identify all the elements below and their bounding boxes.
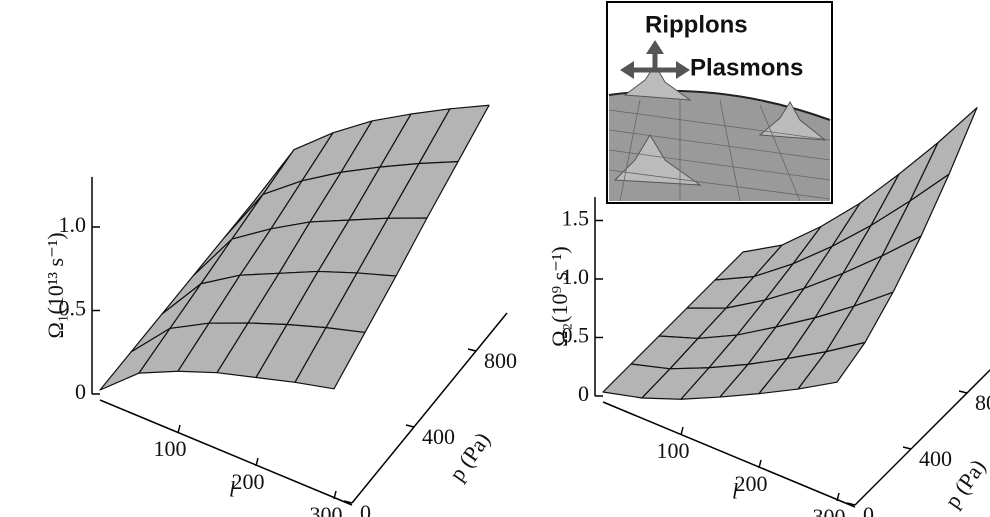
inset-label: Ripplons	[645, 11, 748, 38]
y-tick-label: 0	[360, 500, 371, 517]
inset-arrow	[646, 40, 664, 54]
x-tick	[680, 426, 684, 436]
x-tick-label: 200	[232, 469, 265, 494]
inset-peak	[758, 101, 827, 141]
inset: Ripplons Plasmons	[606, 1, 833, 204]
x-axis	[99, 399, 353, 506]
z-tick-label: 0	[578, 381, 589, 406]
surface-cell	[797, 341, 866, 390]
y-tick-label: 0	[863, 502, 874, 517]
z-tick-label: 0	[75, 379, 86, 404]
x-tick	[758, 459, 762, 469]
y-tick-label: 400	[422, 424, 455, 449]
inset-peak	[623, 64, 692, 101]
z-tick-label: 1.0	[562, 264, 590, 289]
y-tick	[467, 348, 477, 352]
z-tick-label: 1.5	[562, 206, 590, 231]
inset-label: Plasmons	[690, 54, 803, 81]
z-axis-label: Ω₂(10⁹ s⁻¹)	[547, 246, 572, 347]
y-tick-label: 400	[919, 446, 952, 471]
z-tick-label: 0.5	[59, 296, 87, 321]
x-tick-label: 200	[735, 471, 768, 496]
x-tick-label: 300	[310, 502, 343, 517]
inset-mesh	[608, 99, 831, 202]
x-tick	[836, 492, 840, 502]
y-tick	[405, 424, 415, 428]
y-tick	[902, 446, 912, 450]
z-axis-label: Ω₁(10¹³ s⁻¹)	[43, 232, 68, 338]
inset-peak	[613, 134, 702, 186]
y-axis	[351, 312, 508, 504]
x-tick-label: 100	[657, 438, 690, 463]
x-tick	[333, 490, 337, 500]
y-tick-label: 800	[484, 348, 517, 373]
x-tick-label: 100	[154, 436, 187, 461]
y-axis	[854, 368, 990, 506]
y-tick	[846, 502, 856, 506]
surface-cell	[294, 327, 366, 390]
x-axis	[602, 401, 856, 508]
z-tick-label: 1.0	[59, 212, 87, 237]
y-tick-label: 800	[975, 390, 990, 415]
y-tick	[343, 500, 353, 504]
x-axis-label: l	[732, 479, 738, 504]
x-axis-label: l	[229, 477, 235, 502]
x-tick	[177, 424, 181, 434]
inset-arrow	[620, 61, 690, 79]
y-tick	[958, 390, 968, 394]
x-tick	[255, 457, 259, 467]
z-tick-label: 0.5	[562, 323, 590, 348]
x-tick-label: 300	[813, 504, 846, 517]
